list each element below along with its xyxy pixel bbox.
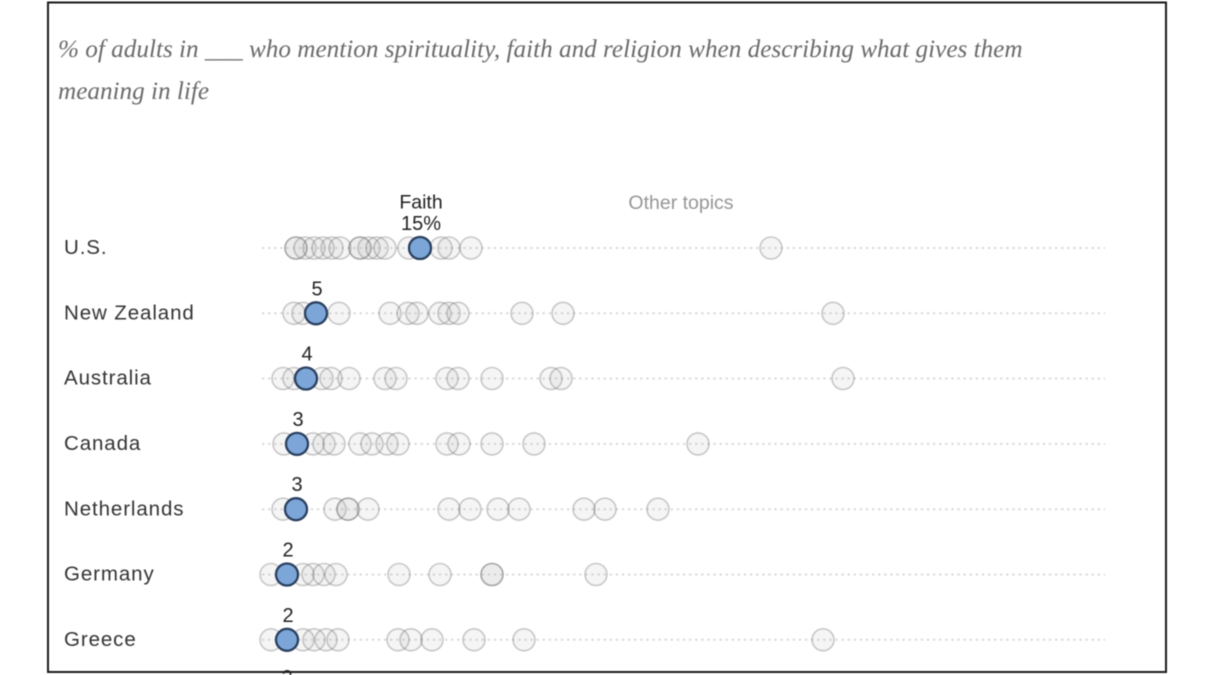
svg-text:5: 5 xyxy=(311,278,322,300)
svg-text:Germany: Germany xyxy=(64,563,155,586)
svg-text:New Zealand: New Zealand xyxy=(64,302,195,325)
svg-text:2: 2 xyxy=(281,667,292,675)
svg-text:Greece: Greece xyxy=(64,628,137,651)
svg-text:2: 2 xyxy=(282,540,293,562)
svg-text:3: 3 xyxy=(292,409,303,431)
svg-text:Australia: Australia xyxy=(64,367,152,390)
svg-text:meaning in life: meaning in life xyxy=(58,78,209,105)
svg-text:3: 3 xyxy=(291,474,302,496)
svg-text:4: 4 xyxy=(301,344,312,366)
svg-text:Other topics: Other topics xyxy=(628,192,733,214)
svg-text:Canada: Canada xyxy=(64,432,141,455)
svg-text:15%: 15% xyxy=(401,213,441,235)
svg-text:U.S.: U.S. xyxy=(64,236,107,259)
svg-text:Netherlands: Netherlands xyxy=(64,497,184,520)
svg-text:Faith: Faith xyxy=(399,192,442,214)
svg-text:% of adults in ___ who mention: % of adults in ___ who mention spiritual… xyxy=(58,36,1023,63)
svg-text:2: 2 xyxy=(282,605,293,627)
